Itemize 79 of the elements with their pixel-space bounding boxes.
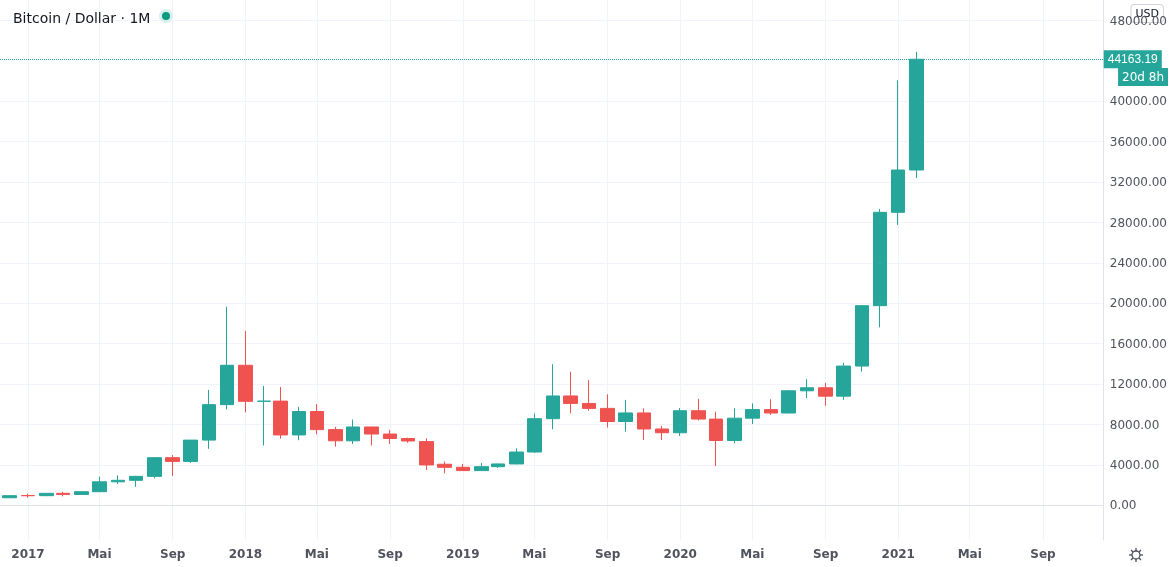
candlestick — [364, 426, 379, 447]
y-tick-label: 12000.00 — [1109, 377, 1168, 392]
x-tick-label: Mai — [522, 547, 547, 561]
candlestick — [527, 412, 542, 454]
candlestick — [891, 79, 905, 226]
candlestick — [673, 407, 687, 437]
candlestick — [873, 208, 887, 328]
candlestick — [727, 407, 742, 444]
candlestick — [202, 389, 216, 450]
y-tick-label: 40000.00 — [1109, 94, 1168, 109]
y-tick-label: 0.00 — [1109, 498, 1137, 513]
candlestick — [563, 371, 578, 414]
candlestick — [600, 393, 615, 429]
candlestick — [419, 437, 434, 471]
candlestick — [655, 425, 669, 441]
candlestick — [220, 306, 234, 410]
candlestick — [855, 304, 869, 373]
candlestick — [474, 462, 489, 472]
candlestick — [292, 406, 306, 441]
text: 20d 8h — [1122, 70, 1165, 84]
candlestick — [818, 382, 833, 407]
candlestick — [637, 407, 651, 441]
candlestick — [257, 385, 271, 447]
y-tick-label: 16000.00 — [1109, 336, 1168, 351]
candlestick — [745, 402, 760, 425]
y-tick-label: 36000.00 — [1109, 134, 1168, 149]
candlestick — [800, 378, 814, 399]
candlestick — [582, 379, 596, 412]
y-tick-label: 28000.00 — [1109, 215, 1168, 230]
y-tick-label: 20000.00 — [1109, 296, 1168, 311]
x-tick-label: Sep — [812, 547, 839, 561]
y-tick-label: 32000.00 — [1109, 175, 1168, 190]
candlestick — [346, 418, 360, 445]
x-tick-label: Sep — [594, 547, 621, 561]
candlestick — [618, 399, 633, 433]
x-tick-label: Sep — [160, 547, 186, 561]
candlestick — [92, 476, 107, 493]
candlestick — [238, 330, 253, 413]
x-tick-label: Mai — [87, 547, 112, 561]
candlestick — [437, 461, 452, 474]
y-tick-label: 4000.00 — [1109, 457, 1160, 472]
candlestick — [456, 463, 470, 472]
candlestick — [56, 491, 70, 497]
x-tick-label: 2017 — [11, 547, 45, 561]
y-tick-label: 24000.00 — [1109, 255, 1168, 270]
candlestick — [709, 411, 723, 467]
x-tick-label: Mai — [304, 547, 329, 561]
candlestick — [111, 474, 125, 485]
candlestick — [2, 494, 17, 499]
candlestick — [328, 426, 343, 448]
candlestick — [165, 454, 180, 477]
candlestick — [781, 389, 796, 414]
candlestick — [129, 475, 143, 488]
candlestick — [39, 492, 54, 497]
text: Bitcoin / Dollar · 1M — [13, 10, 151, 26]
candlestick — [147, 456, 162, 479]
candlestick — [836, 362, 851, 401]
candlestick — [383, 429, 397, 445]
y-tick-label: 8000.00 — [1109, 417, 1160, 432]
candlestick — [509, 447, 524, 465]
x-tick-label: Mai — [957, 547, 982, 561]
candlestick — [764, 398, 778, 416]
x-tick-label: 2021 — [881, 547, 915, 561]
candlestick — [183, 439, 198, 464]
x-tick-label: Sep — [377, 547, 404, 561]
candlestick — [491, 462, 505, 469]
x-tick-label: 2019 — [446, 547, 480, 561]
x-tick-label: Mai — [740, 547, 765, 561]
candlestick — [310, 403, 324, 435]
candlestick — [74, 491, 89, 496]
candlestick — [21, 493, 35, 499]
candlestick — [401, 437, 415, 444]
x-tick-label: 2020 — [663, 547, 697, 561]
x-tick-label: 2018 — [228, 547, 263, 561]
candlestick — [546, 363, 560, 430]
candlestick — [273, 386, 288, 440]
candlestick — [691, 398, 706, 422]
ref-line-label: 44163.19 — [1107, 52, 1159, 67]
x-tick-label: Sep — [1030, 547, 1057, 561]
